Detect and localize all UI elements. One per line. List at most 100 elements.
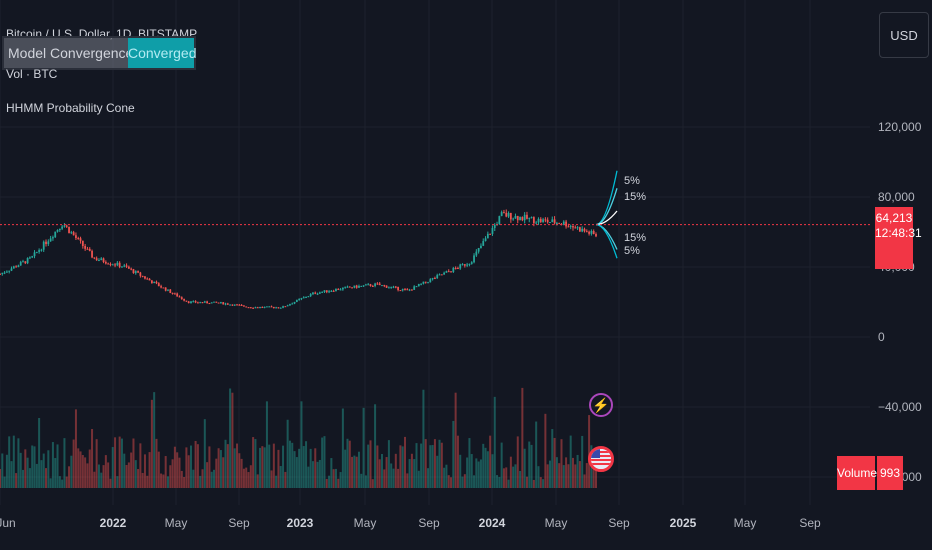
- candle-body: [307, 296, 310, 298]
- candle-body: [486, 233, 489, 239]
- candle-body: [157, 283, 160, 287]
- volume-bar: [521, 387, 524, 488]
- us-flag-icon[interactable]: [588, 446, 614, 472]
- volume-bar: [346, 438, 349, 488]
- candle-body: [275, 307, 278, 309]
- volume-bar: [433, 439, 436, 488]
- volume-bar: [130, 452, 133, 488]
- volume-tag-value: 993: [877, 456, 903, 490]
- volume-bar: [523, 448, 526, 488]
- volume-bar: [56, 444, 59, 488]
- volume-bar: [180, 470, 183, 488]
- lightning-icon[interactable]: ⚡: [589, 393, 613, 417]
- candle-body: [477, 247, 480, 252]
- volume-bar: [261, 446, 264, 488]
- candle-body: [58, 228, 61, 230]
- candle-body: [346, 286, 349, 288]
- candle-body: [240, 304, 243, 306]
- volume-bar: [302, 446, 305, 488]
- candle-body: [180, 297, 183, 300]
- candle-body: [206, 301, 209, 304]
- volume-bar: [153, 392, 156, 488]
- volume-bar: [91, 429, 94, 488]
- candle-body: [22, 261, 24, 263]
- volume-bar: [424, 439, 427, 488]
- volume-bar: [316, 461, 319, 488]
- candle-body: [348, 286, 351, 288]
- candle-body: [507, 212, 510, 217]
- candle-body: [337, 289, 340, 291]
- volume-bar: [15, 473, 18, 488]
- candle-body: [47, 241, 50, 245]
- time-axis-label: Sep: [418, 516, 440, 530]
- candle-body: [302, 297, 305, 299]
- volume-bar: [325, 478, 328, 488]
- volume-bar: [141, 472, 144, 488]
- candle-body: [38, 250, 41, 252]
- candle-body: [450, 271, 452, 273]
- volume-bar: [539, 477, 542, 488]
- candle-body: [95, 258, 98, 261]
- volume-bar: [592, 460, 595, 488]
- volume-bar: [470, 454, 473, 488]
- candle-body: [558, 222, 561, 224]
- volume-bar: [0, 469, 1, 488]
- candle-body: [567, 226, 570, 228]
- volume-bar: [505, 467, 508, 488]
- candle-body: [268, 306, 271, 308]
- volume-bar: [498, 477, 501, 488]
- candle-body: [100, 258, 103, 261]
- cone-indicator-title[interactable]: HHMM Probability Cone: [6, 101, 135, 115]
- candle-body: [243, 305, 245, 307]
- volume-bar: [387, 440, 390, 488]
- volume-bar: [33, 446, 36, 488]
- volume-bar: [357, 451, 360, 488]
- volume-bar: [10, 461, 13, 488]
- volume-bar: [40, 460, 43, 488]
- candle-body: [411, 289, 413, 291]
- volume-bar: [463, 474, 466, 488]
- candle-body: [254, 307, 257, 309]
- currency-button[interactable]: USD: [879, 12, 929, 58]
- volume-bar: [120, 438, 123, 488]
- volume-bar: [482, 443, 485, 488]
- candle-body: [231, 304, 234, 306]
- volume-indicator-title[interactable]: Vol · BTC: [6, 67, 58, 81]
- volume-bar: [183, 476, 186, 488]
- volume-bar: [252, 437, 255, 488]
- candle-body: [578, 227, 581, 232]
- volume-bar: [551, 429, 554, 488]
- volume-bar: [275, 475, 278, 488]
- volume-bar: [528, 441, 531, 488]
- candle-body: [516, 216, 519, 221]
- candle-body: [590, 231, 593, 234]
- time-axis-label: May: [544, 516, 568, 530]
- volume-bar: [401, 446, 404, 488]
- candle-body: [583, 228, 586, 232]
- candle-body: [374, 283, 376, 287]
- volume-bar: [137, 469, 140, 488]
- volume-bar: [229, 388, 232, 488]
- volume-bar: [355, 456, 358, 488]
- cone-line-lower_15: [595, 223, 618, 250]
- volume-bar: [459, 454, 462, 488]
- volume-bar: [12, 435, 15, 488]
- volume-bar: [45, 468, 48, 488]
- candle-body: [63, 225, 66, 227]
- volume-bar: [404, 436, 407, 488]
- candle-body: [473, 255, 475, 263]
- candle-body: [81, 240, 84, 247]
- volume-bar: [102, 465, 105, 488]
- volume-bar: [334, 468, 337, 488]
- volume-bar: [562, 465, 565, 488]
- volume-bar: [392, 468, 395, 488]
- volume-bar: [307, 466, 310, 488]
- volume-bar: [38, 417, 41, 488]
- chart-grid: [0, 0, 870, 505]
- volume-bar: [542, 479, 545, 488]
- volume-bar: [107, 462, 110, 488]
- volume-bar: [192, 469, 195, 488]
- volume-bar: [519, 470, 522, 488]
- volume-bar: [233, 448, 236, 488]
